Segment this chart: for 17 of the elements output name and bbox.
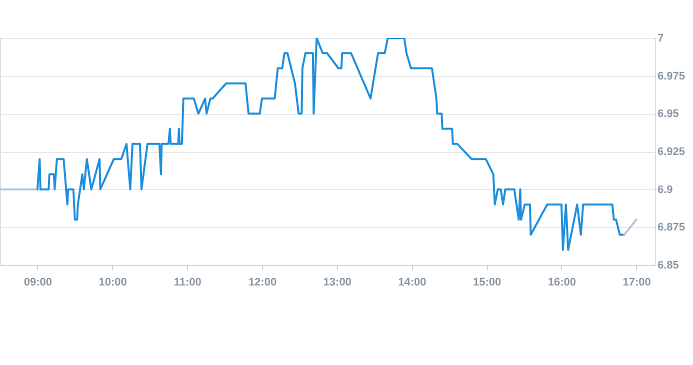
y-tick-label: 6.95: [658, 108, 679, 120]
x-tick-label: 13:00: [323, 276, 352, 288]
x-tick-label: 14:00: [398, 276, 426, 288]
x-tick-label: 12:00: [248, 276, 277, 288]
line-series: [36, 38, 626, 251]
y-tick-label: 6.875: [658, 222, 686, 234]
y-tick-label: 7: [658, 32, 664, 44]
x-tick-label: 09:00: [24, 276, 52, 288]
y-tick-label: 6.85: [658, 260, 679, 272]
y-tick-label: 6.9: [658, 184, 673, 196]
x-tick-label: 15:00: [473, 276, 502, 288]
x-tick-label: 17:00: [622, 276, 651, 288]
y-tick-label: 6.975: [658, 70, 686, 82]
x-tick-label: 16:00: [548, 276, 576, 288]
y-tick-label: 6.925: [658, 146, 686, 158]
x-tick-label: 10:00: [98, 276, 127, 288]
x-tick-label: 11:00: [174, 276, 202, 288]
